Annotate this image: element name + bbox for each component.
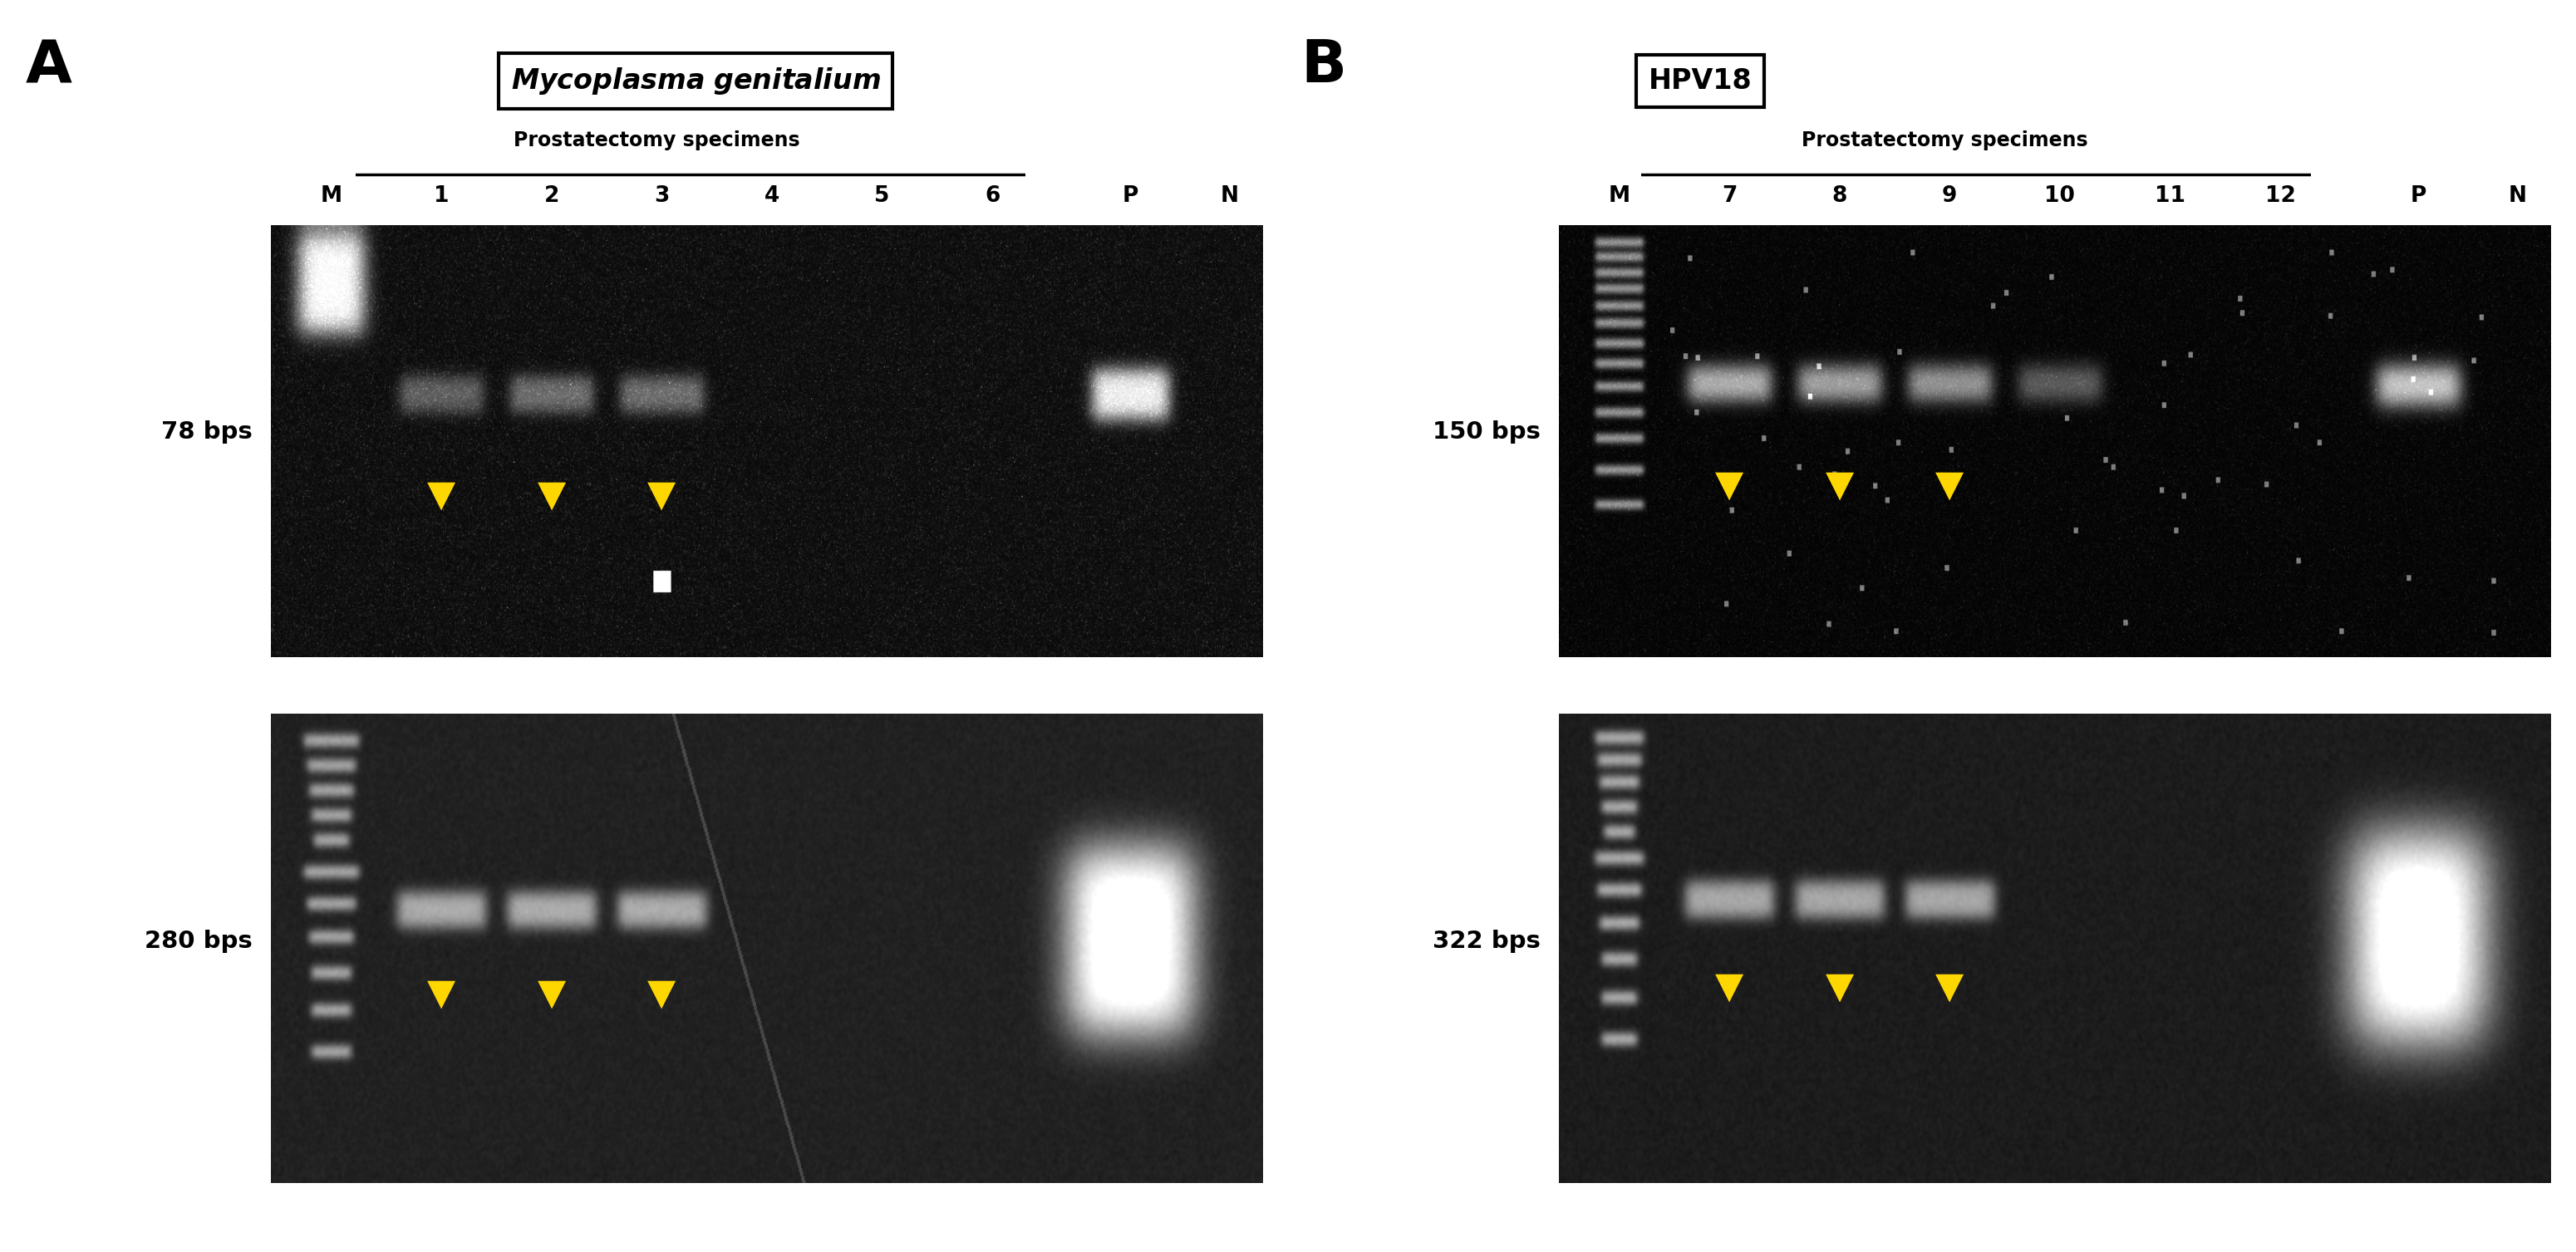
Text: ▼: ▼ — [1716, 467, 1744, 503]
Text: A: A — [26, 38, 72, 95]
Text: ▼: ▼ — [538, 477, 567, 513]
Text: 5: 5 — [873, 185, 889, 207]
Text: 7: 7 — [1721, 185, 1736, 207]
Text: 12: 12 — [2264, 185, 2295, 207]
Text: ▼: ▼ — [428, 977, 456, 1012]
Text: 11: 11 — [2154, 185, 2184, 207]
Text: 8: 8 — [1832, 185, 1847, 207]
Text: ▼: ▼ — [1826, 969, 1855, 1005]
Text: ▼: ▼ — [647, 977, 675, 1012]
Text: B: B — [1301, 38, 1347, 95]
Text: 150 bps: 150 bps — [1432, 421, 1540, 443]
Text: ▼: ▼ — [428, 477, 456, 513]
Text: M: M — [319, 185, 343, 207]
Text: 9: 9 — [1942, 185, 1958, 207]
Text: 10: 10 — [2045, 185, 2076, 207]
Text: M: M — [1607, 185, 1631, 207]
Text: ▼: ▼ — [1716, 969, 1744, 1005]
Text: 6: 6 — [984, 185, 999, 207]
Text: ▼: ▼ — [1826, 467, 1855, 503]
Text: ▼: ▼ — [1935, 969, 1963, 1005]
Text: $\bfit{Mycoplasma}$ $\bfit{genitalium}$: $\bfit{Mycoplasma}$ $\bfit{genitalium}$ — [510, 66, 881, 96]
Text: Prostatectomy specimens: Prostatectomy specimens — [513, 130, 801, 150]
Text: 4: 4 — [765, 185, 781, 207]
Text: N: N — [2509, 185, 2527, 207]
Text: P: P — [1123, 185, 1139, 207]
Text: ▼: ▼ — [538, 977, 567, 1012]
Text: Prostatectomy specimens: Prostatectomy specimens — [1801, 130, 2089, 150]
Text: 2: 2 — [544, 185, 559, 207]
Text: P: P — [2411, 185, 2427, 207]
Text: 3: 3 — [654, 185, 670, 207]
Text: 78 bps: 78 bps — [162, 421, 252, 443]
Text: ▼: ▼ — [1935, 467, 1963, 503]
Text: 280 bps: 280 bps — [144, 930, 252, 953]
Text: 1: 1 — [433, 185, 448, 207]
Text: ▼: ▼ — [647, 477, 675, 513]
Text: 322 bps: 322 bps — [1432, 930, 1540, 953]
Text: HPV18: HPV18 — [1649, 68, 1752, 95]
Text: N: N — [1221, 185, 1239, 207]
